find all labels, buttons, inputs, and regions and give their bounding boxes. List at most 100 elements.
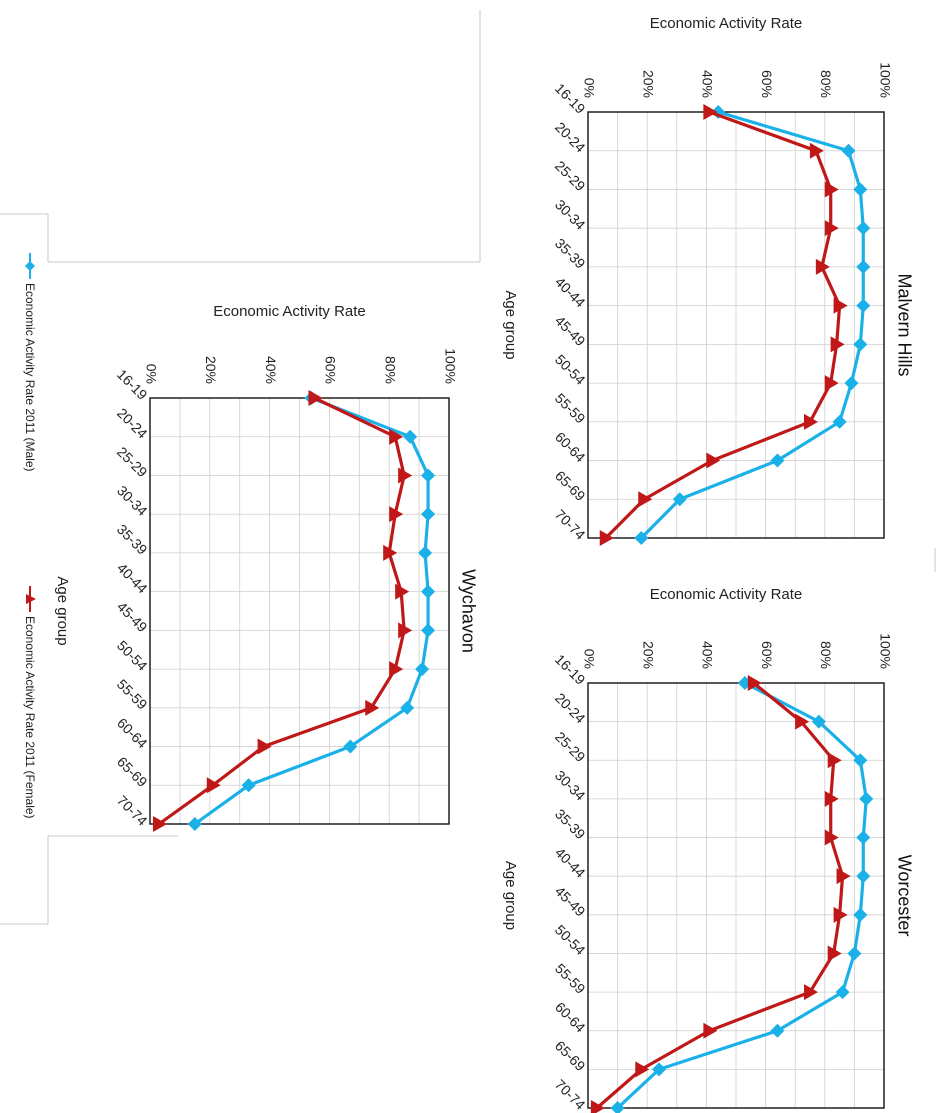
category-tick-label: 25-29 (114, 444, 151, 481)
category-tick-label: 35-39 (552, 235, 589, 272)
value-tick-label: 80% (818, 641, 834, 669)
category-tick-label: 40-44 (552, 274, 589, 311)
data-point-male (853, 907, 868, 922)
category-tick-label: 50-54 (114, 637, 151, 674)
category-tick-label: 20-24 (114, 405, 151, 442)
category-axis-title: Age group (54, 576, 71, 645)
data-point-female (827, 752, 842, 769)
data-point-male (856, 830, 871, 845)
legend-female-marker (26, 594, 36, 604)
value-axis-title: Economic Activity Rate (650, 586, 803, 603)
category-tick-label: 35-39 (552, 806, 589, 843)
value-tick-label: 20% (640, 641, 656, 669)
data-point-female (389, 506, 404, 523)
data-point-female (599, 530, 614, 546)
category-tick-label: 35-39 (114, 521, 151, 558)
data-point-female (824, 829, 839, 846)
chart-worcester: 0% 20% 40% 60% 80% 100%16-1920-2425-2930-3435… (502, 586, 914, 1113)
data-point-male (856, 221, 871, 236)
data-point-male (770, 1023, 785, 1038)
data-point-female (383, 544, 398, 561)
category-axis-title: Age group (502, 861, 519, 930)
data-point-male (421, 623, 436, 638)
data-point-female (365, 699, 380, 716)
data-point-male (770, 453, 785, 468)
chart-malvern-hills: 0% 20% 40% 60% 80% 100%16-1920-2425-2930-3435… (502, 15, 914, 546)
data-point-male (853, 182, 868, 197)
data-point-female (815, 258, 830, 275)
data-point-female (833, 297, 848, 314)
data-point-male (421, 468, 436, 483)
series-line-male (640, 110, 865, 540)
value-axis-title: Economic Activity Rate (213, 303, 366, 320)
value-tick-label: 60% (323, 356, 339, 384)
plot-area (149, 397, 450, 825)
value-tick-label: 0% (581, 78, 597, 98)
data-point-female (389, 428, 404, 445)
category-tick-label: 30-34 (552, 196, 589, 233)
category-tick-label: 25-29 (552, 158, 589, 195)
data-point-male (859, 791, 874, 806)
value-tick-label: 100% (877, 62, 893, 98)
data-point-female (635, 1061, 650, 1078)
series-line-male (193, 396, 430, 826)
data-point-male (187, 817, 202, 831)
data-point-male (847, 946, 862, 961)
data-point-female (827, 945, 842, 962)
chart-title: Malvern Hills (894, 273, 914, 376)
data-point-female (703, 1022, 718, 1039)
category-tick-label: 50-54 (552, 351, 589, 388)
data-point-male (610, 1101, 625, 1113)
value-tick-label: 100% (442, 348, 458, 384)
data-point-male (853, 753, 868, 768)
category-tick-label: 60-64 (552, 429, 589, 466)
data-point-male (832, 414, 847, 429)
data-point-male (856, 298, 871, 313)
series-line-female (604, 110, 842, 540)
value-tick-label: 60% (759, 70, 775, 98)
data-point-female (824, 181, 839, 198)
legend: Economic Activity Rate 2011 (Male) Econo… (23, 253, 37, 819)
value-axis-title: Economic Activity Rate (650, 15, 803, 32)
value-tick-label: 0% (581, 649, 597, 669)
category-tick-label: 20-24 (552, 690, 589, 727)
data-point-female (308, 390, 323, 406)
plot-area (587, 682, 885, 1109)
data-point-male (634, 531, 649, 545)
value-tick-label: 40% (700, 641, 716, 669)
value-tick-label: 40% (700, 70, 716, 98)
category-tick-label: 55-59 (114, 676, 151, 713)
data-point-male (415, 662, 430, 677)
category-tick-label: 70-74 (552, 506, 589, 543)
data-point-female (257, 738, 272, 755)
series-line-female (158, 396, 406, 826)
chart-title: Wychavon (458, 569, 478, 653)
data-point-female (703, 104, 718, 120)
data-point-female (836, 868, 851, 885)
category-tick-label: 45-49 (552, 883, 589, 920)
data-point-male (652, 1062, 667, 1077)
value-tick-label: 80% (382, 356, 398, 384)
category-tick-label: 70-74 (552, 1076, 589, 1113)
data-point-female (638, 491, 653, 508)
value-tick-label: 0% (143, 364, 159, 384)
data-point-female (398, 622, 413, 639)
data-point-female (824, 375, 839, 392)
chart-wychavon: 0% 20% 40% 60% 80% 100%16-1920-2425-2930-3435… (54, 303, 478, 832)
data-point-female (706, 452, 721, 469)
data-point-female (804, 984, 818, 1001)
value-tick-label: 40% (263, 356, 279, 384)
category-tick-label: 70-74 (114, 792, 151, 829)
data-point-male (844, 376, 859, 391)
data-point-female (590, 1100, 605, 1113)
value-tick-label: 60% (759, 641, 775, 669)
category-tick-label: 65-69 (552, 467, 589, 504)
category-tick-label: 20-24 (552, 119, 589, 156)
data-point-male (421, 507, 436, 522)
category-tick-label: 55-59 (552, 960, 589, 997)
legend-male-label: Economic Activity Rate 2011 (Male) (23, 283, 37, 472)
category-tick-label: 50-54 (552, 922, 589, 959)
data-point-female (804, 413, 818, 430)
data-point-female (747, 675, 762, 691)
data-point-male (856, 869, 871, 884)
